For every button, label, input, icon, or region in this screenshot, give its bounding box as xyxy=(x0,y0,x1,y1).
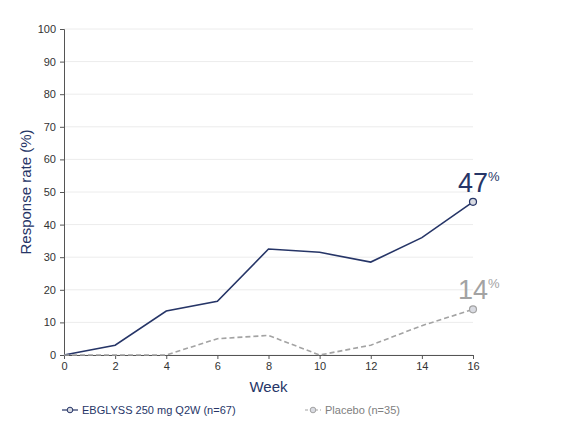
grid-line xyxy=(64,224,473,225)
annotation: 14% xyxy=(458,275,500,305)
tick-mark xyxy=(166,355,167,359)
tick: 0 xyxy=(61,355,67,372)
legend-marker xyxy=(310,407,316,413)
annotation: 47% xyxy=(458,168,500,198)
tick: 50 xyxy=(44,186,64,198)
grid-line xyxy=(64,94,473,95)
tick-mark xyxy=(217,355,218,359)
series-line xyxy=(64,202,473,355)
tick-mark xyxy=(60,62,64,63)
tick: 14 xyxy=(416,355,428,372)
tick-label: 30 xyxy=(44,251,56,263)
tick: 90 xyxy=(44,56,64,68)
tick-mark xyxy=(60,127,64,128)
tick-mark xyxy=(60,290,64,291)
tick-mark xyxy=(60,159,64,160)
tick-mark xyxy=(60,94,64,95)
axis-line xyxy=(65,356,474,360)
tick-mark xyxy=(320,355,321,359)
legend-marker xyxy=(67,407,73,413)
tick-label: 10 xyxy=(44,316,56,328)
grid-line xyxy=(64,61,473,62)
tick: 80 xyxy=(44,88,64,100)
x-axis: 0 2 4 6 8 10 12 14 16 xyxy=(61,355,479,372)
tick-label: 16 xyxy=(467,360,479,372)
tick: 12 xyxy=(365,355,377,372)
tick-label: 2 xyxy=(113,360,119,372)
y-axis-title: Response rate (%) xyxy=(17,129,34,254)
grid-line xyxy=(64,159,473,160)
tick-label: 90 xyxy=(44,56,56,68)
grid xyxy=(64,29,473,355)
tick-mark xyxy=(60,322,64,323)
tick-mark xyxy=(60,192,64,193)
tick-label: 0 xyxy=(61,360,67,372)
end-marker xyxy=(470,198,477,205)
tick-mark xyxy=(60,257,64,258)
tick: 40 xyxy=(44,219,64,231)
tick-mark xyxy=(422,355,423,359)
tick: 100 xyxy=(38,23,64,35)
tick: 70 xyxy=(44,121,64,133)
tick-label: 60 xyxy=(44,153,56,165)
tick-label: 50 xyxy=(44,186,56,198)
end-marker xyxy=(470,306,477,313)
grid-line xyxy=(64,322,473,323)
tick-mark xyxy=(60,355,64,356)
legend-item: Placebo (n=35) xyxy=(305,404,400,416)
tick-label: 14 xyxy=(416,360,428,372)
y-axis: 0 10 20 30 40 50 60 70 80 90 100 xyxy=(38,23,65,361)
axis-line xyxy=(60,30,65,356)
tick-mark xyxy=(60,225,64,226)
tick: 8 xyxy=(266,355,272,372)
tick: 30 xyxy=(44,251,64,263)
tick-label: 6 xyxy=(215,360,221,372)
tick: 6 xyxy=(215,355,221,372)
grid-line xyxy=(64,126,473,127)
legend: EBGLYSS 250 mg Q2W (n=67) Placebo (n=35) xyxy=(62,404,400,416)
tick-label: 20 xyxy=(44,284,56,296)
tick: 20 xyxy=(44,284,64,296)
legend-item: EBGLYSS 250 mg Q2W (n=67) xyxy=(62,404,236,416)
tick: 4 xyxy=(164,355,170,372)
tick-label: 8 xyxy=(266,360,272,372)
tick-label: 80 xyxy=(44,88,56,100)
tick: 10 xyxy=(44,316,64,328)
tick: 2 xyxy=(113,355,119,372)
tick: 16 xyxy=(467,355,479,372)
x-axis-title: Week xyxy=(249,378,288,395)
tick-label: 100 xyxy=(38,23,56,35)
tick-label: 0 xyxy=(50,349,56,361)
tick-label: 4 xyxy=(164,360,170,372)
tick-mark xyxy=(473,355,474,359)
series-line xyxy=(64,309,473,355)
tick: 60 xyxy=(44,153,64,165)
grid-line xyxy=(64,29,473,30)
legend-label: Placebo (n=35) xyxy=(325,404,400,416)
tick-label: 70 xyxy=(44,121,56,133)
tick-mark xyxy=(269,355,270,359)
tick-mark xyxy=(371,355,372,359)
tick: 10 xyxy=(314,355,326,372)
tick-label: 40 xyxy=(44,219,56,231)
grid-line xyxy=(64,289,473,290)
tick-label: 10 xyxy=(314,360,326,372)
plot-area xyxy=(64,198,477,355)
grid-line xyxy=(64,192,473,193)
grid-line xyxy=(64,257,473,258)
chart: 0 10 20 30 40 50 60 70 80 90 100 0 2 4 6 8 10 12 14 16 Week R… xyxy=(0,0,568,442)
legend-label: EBGLYSS 250 mg Q2W (n=67) xyxy=(82,404,236,416)
tick-label: 12 xyxy=(365,360,377,372)
tick-mark xyxy=(60,29,64,30)
